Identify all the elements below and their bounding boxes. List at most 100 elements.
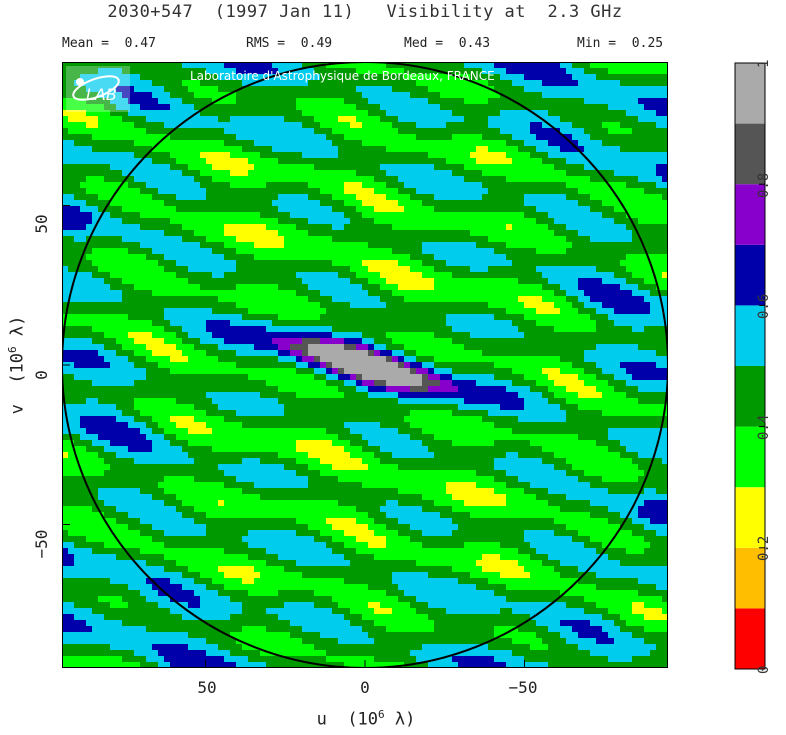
heatmap-cell (344, 188, 350, 194)
heatmap-cell (488, 284, 494, 290)
heatmap-cell (446, 212, 452, 218)
heatmap-cell (320, 152, 326, 158)
heatmap-cell (368, 98, 374, 104)
heatmap-cell (68, 170, 74, 176)
heatmap-cell (290, 134, 296, 140)
heatmap-cell (494, 338, 500, 344)
heatmap-cell (632, 212, 638, 218)
heatmap-cell (224, 332, 230, 338)
heatmap-cell (536, 284, 542, 290)
heatmap-cell (494, 272, 500, 278)
heatmap-cell (140, 170, 146, 176)
heatmap-cell (518, 302, 524, 308)
heatmap-cell (164, 308, 170, 314)
heatmap-cell (500, 260, 506, 266)
heatmap-cell (290, 350, 296, 356)
heatmap-cell (152, 152, 158, 158)
heatmap-cell (560, 278, 566, 284)
heatmap-cell (374, 236, 380, 242)
heatmap-cell (560, 68, 566, 74)
heatmap-cell (218, 320, 224, 326)
heatmap-cell (146, 344, 152, 350)
heatmap-cell (380, 236, 386, 242)
heatmap-cell (326, 68, 332, 74)
heatmap-cell (470, 110, 476, 116)
heatmap-cell (110, 68, 116, 74)
heatmap-cell (476, 158, 482, 164)
heatmap-cell (518, 176, 524, 182)
heatmap-cell (164, 356, 170, 362)
heatmap-cell (350, 140, 356, 146)
heatmap-cell (572, 182, 578, 188)
heatmap-cell (296, 308, 302, 314)
heatmap-cell (116, 332, 122, 338)
heatmap-cell (530, 218, 536, 224)
heatmap-cell (314, 230, 320, 236)
heatmap-cell (476, 104, 482, 110)
heatmap-cell (140, 278, 146, 284)
heatmap-cell (176, 98, 182, 104)
heatmap-cell (392, 62, 398, 68)
heatmap-cell (140, 104, 146, 110)
heatmap-cell (488, 122, 494, 128)
heatmap-cell (398, 98, 404, 104)
heatmap-cell (560, 128, 566, 134)
heatmap-cell (482, 290, 488, 296)
heatmap-cell (194, 80, 200, 86)
heatmap-cell (386, 146, 392, 152)
heatmap-cell (428, 212, 434, 218)
heatmap-cell (86, 86, 92, 92)
heatmap-cell (404, 182, 410, 188)
heatmap-cell (284, 182, 290, 188)
heatmap-cell (356, 68, 362, 74)
heatmap-cell (566, 230, 572, 236)
heatmap-cell (458, 122, 464, 128)
heatmap-cell (650, 284, 656, 290)
heatmap-cell (650, 134, 656, 140)
heatmap-cell (536, 314, 542, 320)
heatmap-cell (488, 224, 494, 230)
heatmap-cell (80, 176, 86, 182)
heatmap-cell (380, 332, 386, 338)
heatmap-cell (626, 200, 632, 206)
heatmap-cell (482, 80, 488, 86)
heatmap-cell (380, 170, 386, 176)
heatmap-cell (182, 254, 188, 260)
heatmap-cell (602, 320, 608, 326)
heatmap-cell (140, 188, 146, 194)
heatmap-cell (512, 80, 518, 86)
heatmap-cell (248, 242, 254, 248)
heatmap-cell (302, 98, 308, 104)
heatmap-cell (620, 116, 626, 122)
heatmap-cell (68, 356, 74, 362)
heatmap-cell (350, 116, 356, 122)
heatmap-cell (356, 116, 362, 122)
heatmap-cell (74, 200, 80, 206)
heatmap-cell (284, 176, 290, 182)
heatmap-cell (242, 338, 248, 344)
heatmap-cell (584, 86, 590, 92)
heatmap-cell (476, 122, 482, 128)
heatmap-cell (164, 290, 170, 296)
heatmap-cell (182, 284, 188, 290)
heatmap-cell (368, 110, 374, 116)
heatmap-cell (290, 278, 296, 284)
heatmap-cell (116, 62, 122, 68)
heatmap-cell (530, 170, 536, 176)
heatmap-cell (650, 104, 656, 110)
heatmap-cell (620, 278, 626, 284)
heatmap-cell (176, 320, 182, 326)
heatmap-cell (230, 200, 236, 206)
heatmap-cell (224, 152, 230, 158)
heatmap-cell (572, 110, 578, 116)
heatmap-cell (152, 188, 158, 194)
heatmap-cell (188, 80, 194, 86)
heatmap-cell (182, 230, 188, 236)
heatmap-cell (512, 248, 518, 254)
heatmap-cell (110, 314, 116, 320)
heatmap-cell (380, 206, 386, 212)
heatmap-cell (596, 302, 602, 308)
heatmap-cell (110, 164, 116, 170)
heatmap-cell (176, 158, 182, 164)
heatmap-cell (656, 332, 662, 338)
